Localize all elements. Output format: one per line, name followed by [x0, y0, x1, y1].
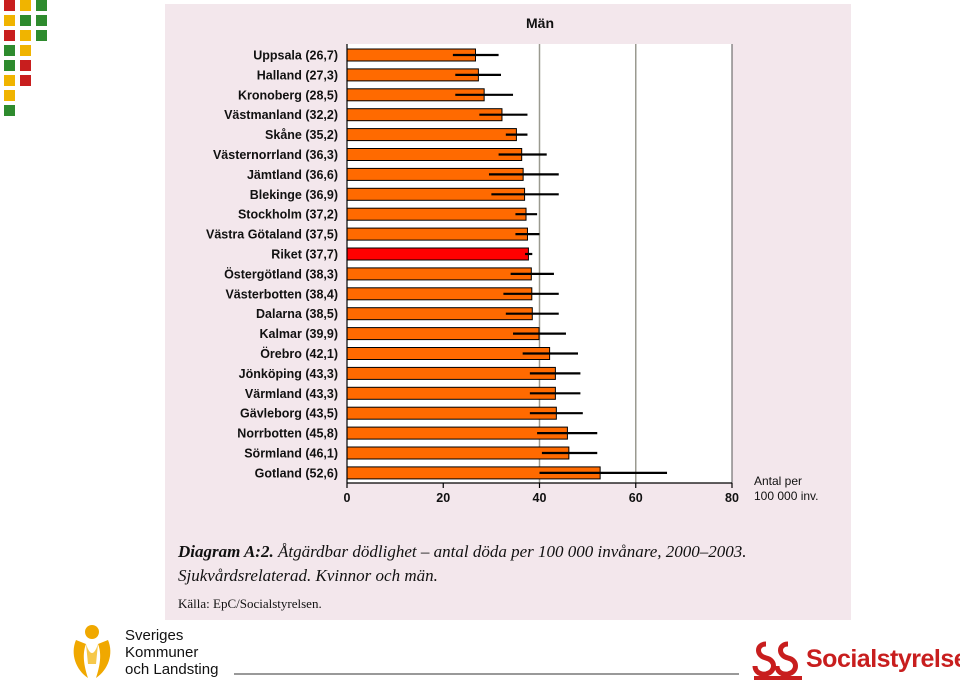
category-label: Skåne (35,2): [265, 128, 338, 142]
x-axis-label: Antal per: [754, 474, 802, 488]
bar: [346, 247, 529, 261]
x-tick-label: 60: [629, 491, 643, 505]
bar: [346, 366, 556, 380]
figure-caption: Diagram A:2. Åtgärdbar dödlighet – antal…: [178, 540, 838, 588]
category-label: Uppsala (26,7): [253, 49, 338, 63]
category-label: Östergötland (38,3): [224, 266, 338, 281]
bar-chart: Män Uppsala (26,7) Halland (27,3) Kronoberg…: [206, 15, 819, 505]
category-label: Västmanland (32,2): [224, 108, 338, 122]
category-label: Norrbotten (45,8): [237, 427, 338, 441]
x-tick-label: 0: [344, 491, 351, 505]
category-label: Örebro (42,1): [260, 346, 338, 361]
category-label: Gävleborg (43,5): [240, 407, 338, 421]
chart-title: Män: [526, 15, 554, 31]
category-label: Gotland (52,6): [255, 466, 338, 480]
skl-logo-text: Sveriges Kommuner och Landsting: [125, 627, 218, 678]
skl-line-1: Sveriges: [125, 627, 184, 644]
footer-divider: [234, 673, 739, 675]
bar: [346, 227, 528, 241]
caption-text: Åtgärdbar dödlighet – antal döda per 100…: [178, 542, 747, 585]
category-label: Dalarna (38,5): [256, 307, 338, 321]
skl-line-2: Kommuner: [125, 644, 199, 661]
x-tick-label: 20: [436, 491, 450, 505]
category-label: Blekinge (36,9): [250, 188, 338, 202]
category-label: Västernorrland (36,3): [213, 148, 338, 162]
bar: [346, 406, 557, 420]
bar: [346, 386, 556, 400]
bar: [346, 426, 568, 440]
category-label: Jämtland (36,6): [247, 168, 338, 182]
caption-lead: Diagram A:2.: [178, 542, 274, 561]
bar: [346, 327, 540, 341]
bar: [346, 207, 527, 221]
figure-source: Källa: EpC/Socialstyrelsen.: [178, 596, 322, 611]
x-tick-label: 80: [725, 491, 739, 505]
bar: [346, 307, 533, 321]
category-label: Kronoberg (28,5): [238, 88, 338, 102]
bar: [346, 148, 523, 161]
socialstyrelsen-logo-text: Socialstyrelsen: [806, 645, 960, 673]
bar: [346, 347, 551, 360]
socialstyrelsen-logo-icon: [752, 641, 802, 680]
corner-squares-icon: [4, 0, 47, 116]
category-label: Riket (37,7): [271, 248, 338, 262]
skl-line-3: och Landsting: [125, 661, 219, 678]
bar: [346, 128, 517, 142]
category-label: Jönköping (43,3): [239, 367, 338, 381]
category-label: Kalmar (39,9): [259, 327, 338, 341]
x-tick-label: 40: [533, 491, 547, 505]
category-label: Västra Götaland (37,5): [206, 228, 338, 242]
category-label: Värmland (43,3): [245, 387, 338, 401]
x-axis-label: 100 000 inv.: [754, 489, 819, 503]
bar: [346, 108, 503, 122]
category-label: Sörmland (46,1): [244, 447, 338, 461]
bar: [346, 267, 532, 281]
bar: [346, 446, 570, 460]
category-label: Halland (27,3): [257, 68, 338, 82]
category-label: Stockholm (37,2): [238, 208, 338, 222]
skl-logo-icon: [73, 625, 111, 678]
category-label: Västerbotten (38,4): [225, 287, 338, 301]
